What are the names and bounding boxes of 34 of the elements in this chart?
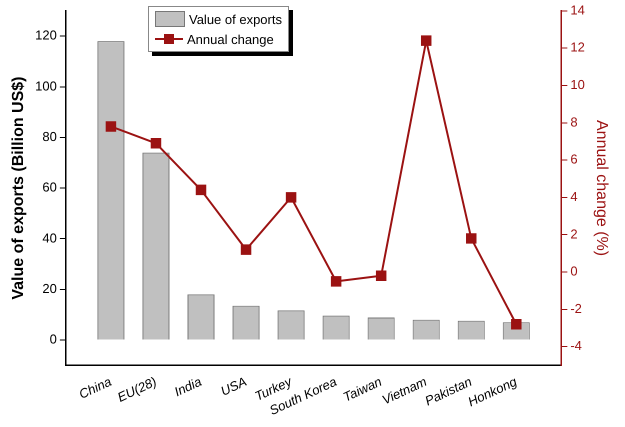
y2-axis-title: Annual change (%) bbox=[592, 120, 610, 256]
point bbox=[150, 138, 162, 149]
y-tick-label: 80 bbox=[42, 128, 57, 144]
x-tick-label: China bbox=[76, 374, 114, 402]
point bbox=[106, 121, 116, 132]
y2-tick-label: 0 bbox=[570, 264, 578, 279]
point bbox=[286, 192, 296, 203]
y2-tick-label: 4 bbox=[570, 188, 578, 204]
y2-tick-label: 6 bbox=[570, 152, 578, 167]
y2-tick-label: 12 bbox=[570, 40, 585, 55]
point bbox=[196, 184, 206, 196]
y-tick-label: 20 bbox=[42, 280, 57, 296]
point bbox=[511, 319, 522, 330]
y2-tick-label: 10 bbox=[570, 77, 585, 92]
y-tick-label: 100 bbox=[35, 78, 57, 94]
y2-tick-label: -2 bbox=[570, 300, 582, 316]
legend-label: Annual change bbox=[187, 32, 274, 46]
y2-tick-label: -4 bbox=[570, 338, 582, 354]
point bbox=[420, 35, 432, 46]
y-tick-label: 120 bbox=[35, 28, 57, 43]
legend-label: Value of exports bbox=[189, 12, 282, 26]
y-axis-title: Value of exports (Billion US$) bbox=[10, 76, 28, 300]
x-tick-label: USA bbox=[218, 374, 249, 399]
y-tick-label: 40 bbox=[42, 230, 57, 246]
x-tick-label: India bbox=[172, 374, 204, 400]
point bbox=[376, 270, 386, 281]
point bbox=[466, 233, 476, 244]
y-tick-label: 60 bbox=[42, 180, 57, 195]
y-tick-label: 0 bbox=[50, 332, 57, 347]
y2-tick-label: 8 bbox=[570, 114, 578, 130]
point bbox=[330, 276, 342, 287]
y2-tick-label: 14 bbox=[570, 2, 585, 18]
y2-tick-label: 2 bbox=[570, 226, 578, 242]
point bbox=[240, 244, 252, 255]
